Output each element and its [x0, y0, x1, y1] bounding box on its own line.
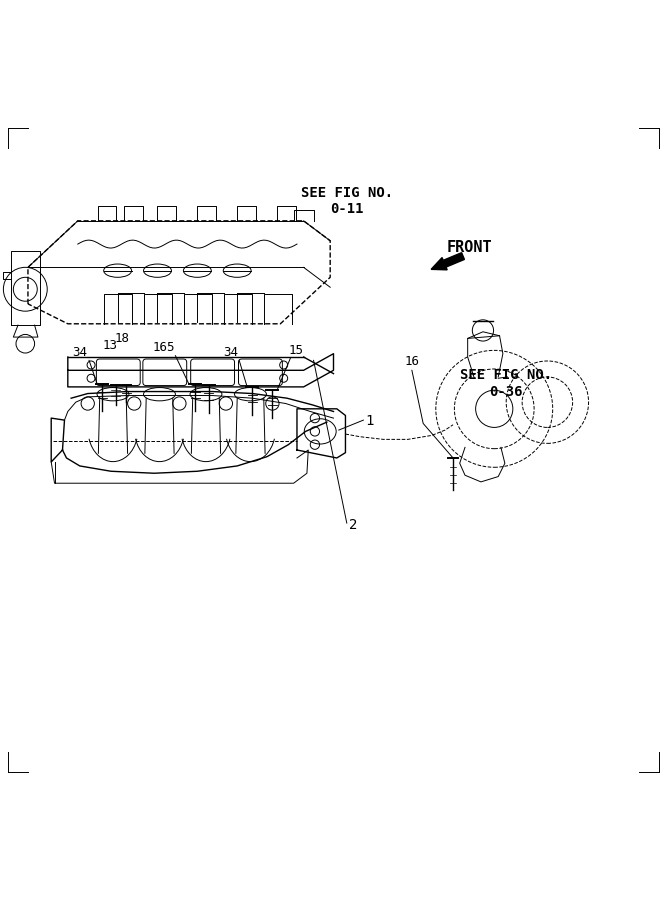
Text: 18: 18 — [114, 332, 129, 345]
Text: 34: 34 — [223, 346, 238, 359]
Text: 13: 13 — [102, 339, 117, 353]
Text: FRONT: FRONT — [446, 240, 492, 255]
FancyArrow shape — [431, 253, 464, 270]
Text: SEE FIG NO.
0-11: SEE FIG NO. 0-11 — [301, 185, 393, 216]
Text: 16: 16 — [404, 355, 420, 367]
Text: 1: 1 — [366, 414, 374, 428]
Text: 34: 34 — [72, 346, 87, 359]
Text: SEE FIG NO.
0-36: SEE FIG NO. 0-36 — [460, 368, 552, 399]
Text: 2: 2 — [349, 518, 357, 532]
Text: 165: 165 — [153, 341, 175, 354]
Text: 15: 15 — [288, 344, 303, 357]
